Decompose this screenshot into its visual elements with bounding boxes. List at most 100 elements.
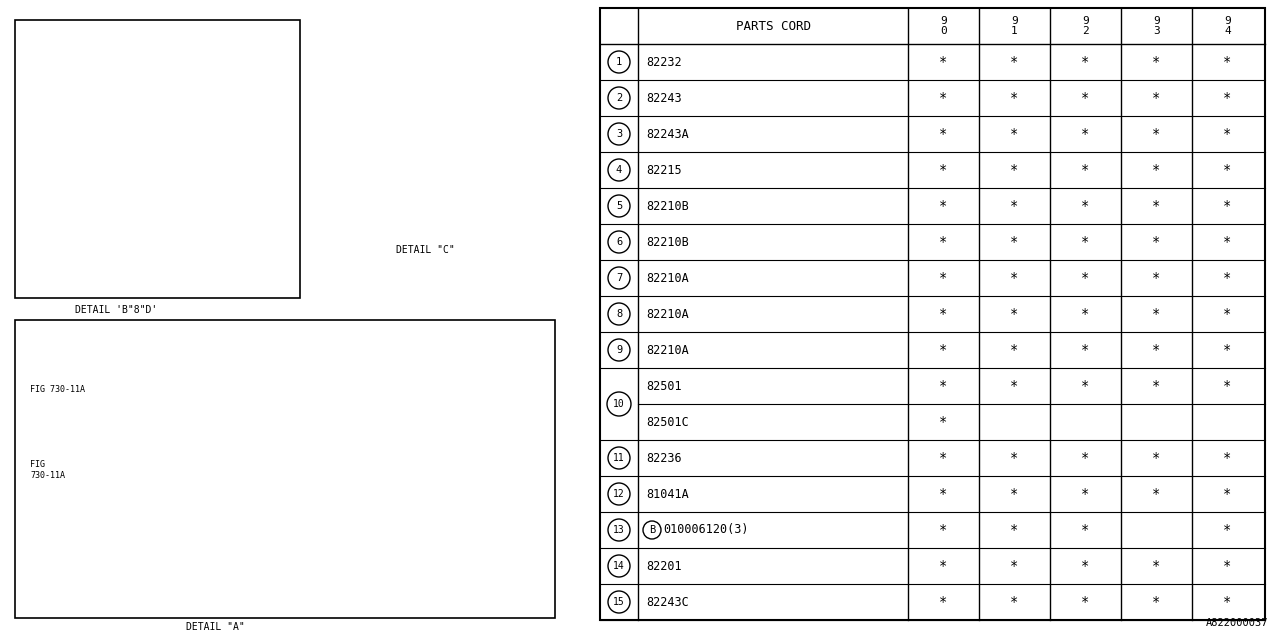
Text: 1: 1 (616, 57, 622, 67)
Text: *: * (1010, 55, 1019, 69)
Text: *: * (1224, 199, 1231, 213)
Text: *: * (1010, 451, 1019, 465)
Text: 010006120(3): 010006120(3) (663, 524, 749, 536)
Text: *: * (1152, 199, 1161, 213)
Text: *: * (1152, 451, 1161, 465)
Text: DETAIL 'B"8"D': DETAIL 'B"8"D' (76, 305, 157, 315)
Text: 82501C: 82501C (646, 415, 689, 429)
Text: *: * (1082, 595, 1089, 609)
Text: *: * (1152, 127, 1161, 141)
Text: FIG 730-11A: FIG 730-11A (29, 385, 84, 394)
Text: *: * (1152, 163, 1161, 177)
Text: *: * (1224, 55, 1231, 69)
Bar (600, 8, 1265, 620)
Text: 7: 7 (616, 273, 622, 283)
Text: *: * (1152, 91, 1161, 105)
Text: *: * (1082, 199, 1089, 213)
Bar (15, 20, 300, 298)
Text: 82501: 82501 (646, 380, 682, 392)
Text: *: * (940, 127, 947, 141)
Text: 82210A: 82210A (646, 344, 689, 356)
Text: *: * (1082, 487, 1089, 501)
Text: *: * (1152, 559, 1161, 573)
Text: 9
0: 9 0 (940, 15, 947, 36)
Text: PARTS CORD: PARTS CORD (736, 19, 810, 33)
Text: 82243A: 82243A (646, 127, 689, 141)
Text: 82210A: 82210A (646, 271, 689, 285)
Text: *: * (1224, 379, 1231, 393)
Text: 10: 10 (613, 399, 625, 409)
Text: 82232: 82232 (646, 56, 682, 68)
Text: *: * (940, 595, 947, 609)
Text: *: * (1082, 271, 1089, 285)
Text: *: * (1224, 523, 1231, 537)
Text: *: * (1152, 55, 1161, 69)
Text: 82215: 82215 (646, 163, 682, 177)
Text: *: * (1224, 595, 1231, 609)
Text: *: * (1224, 163, 1231, 177)
Text: *: * (1010, 523, 1019, 537)
Text: *: * (1152, 307, 1161, 321)
Text: 5: 5 (616, 201, 622, 211)
Text: 4: 4 (616, 165, 622, 175)
Text: 82243C: 82243C (646, 595, 689, 609)
Text: *: * (940, 487, 947, 501)
Text: 9
3: 9 3 (1153, 15, 1160, 36)
Text: *: * (1082, 451, 1089, 465)
Text: *: * (1082, 379, 1089, 393)
Text: *: * (1010, 163, 1019, 177)
Text: *: * (940, 307, 947, 321)
Text: 8: 8 (616, 309, 622, 319)
Text: 82210B: 82210B (646, 236, 689, 248)
Text: *: * (940, 91, 947, 105)
Text: *: * (1082, 307, 1089, 321)
Text: *: * (1224, 451, 1231, 465)
Text: *: * (1152, 235, 1161, 249)
Text: *: * (1082, 559, 1089, 573)
Text: *: * (940, 163, 947, 177)
Text: *: * (940, 523, 947, 537)
Text: 11: 11 (613, 453, 625, 463)
Text: 82243: 82243 (646, 92, 682, 104)
Text: *: * (1082, 91, 1089, 105)
Text: 82201: 82201 (646, 559, 682, 573)
Text: *: * (940, 55, 947, 69)
Text: *: * (1010, 379, 1019, 393)
Text: *: * (1082, 235, 1089, 249)
Text: 3: 3 (616, 129, 622, 139)
Text: A822000037: A822000037 (1206, 618, 1268, 628)
Text: *: * (1152, 487, 1161, 501)
Text: *: * (940, 379, 947, 393)
Text: 9
4: 9 4 (1224, 15, 1231, 36)
Text: *: * (1152, 595, 1161, 609)
Text: *: * (1082, 127, 1089, 141)
Text: 6: 6 (616, 237, 622, 247)
Text: *: * (1224, 559, 1231, 573)
Text: *: * (1152, 271, 1161, 285)
Text: 2: 2 (616, 93, 622, 103)
Text: DETAIL "C": DETAIL "C" (396, 245, 454, 255)
Text: 9
2: 9 2 (1082, 15, 1089, 36)
Text: 12: 12 (613, 489, 625, 499)
Text: 82236: 82236 (646, 451, 682, 465)
Text: *: * (940, 343, 947, 357)
Text: *: * (1224, 271, 1231, 285)
Text: *: * (940, 235, 947, 249)
Text: *: * (1010, 487, 1019, 501)
Text: 14: 14 (613, 561, 625, 571)
Text: 15: 15 (613, 597, 625, 607)
Text: *: * (1224, 235, 1231, 249)
Text: *: * (1010, 343, 1019, 357)
Text: 13: 13 (613, 525, 625, 535)
Bar (15, 320, 556, 618)
Text: *: * (1010, 127, 1019, 141)
Text: 82210B: 82210B (646, 200, 689, 212)
Text: *: * (1152, 343, 1161, 357)
Text: *: * (1224, 343, 1231, 357)
Text: *: * (1010, 307, 1019, 321)
Text: *: * (1082, 163, 1089, 177)
Text: *: * (1010, 199, 1019, 213)
Text: DETAIL "A": DETAIL "A" (186, 622, 244, 632)
Text: *: * (1224, 127, 1231, 141)
Text: *: * (1082, 343, 1089, 357)
